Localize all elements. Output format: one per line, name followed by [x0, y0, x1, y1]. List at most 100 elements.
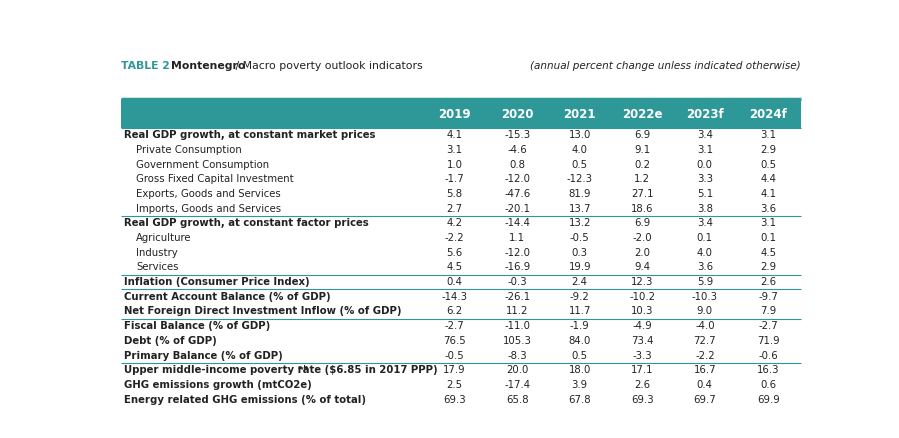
Text: 6.2: 6.2	[447, 307, 463, 317]
Text: 5.8: 5.8	[447, 189, 463, 199]
Text: -2.7: -2.7	[759, 321, 779, 331]
Text: -0.3: -0.3	[507, 277, 527, 287]
Text: 6.9: 6.9	[634, 219, 650, 229]
Text: 16.3: 16.3	[757, 365, 779, 375]
Text: 65.8: 65.8	[506, 395, 529, 405]
Text: 2020: 2020	[501, 108, 533, 121]
Text: -2.2: -2.2	[695, 350, 715, 360]
Text: 4.0: 4.0	[572, 145, 588, 155]
Text: 3.9: 3.9	[572, 380, 588, 390]
Text: 4.1: 4.1	[447, 131, 463, 141]
Text: 2022e: 2022e	[622, 108, 663, 121]
Text: -26.1: -26.1	[504, 292, 530, 302]
Text: a,b: a,b	[298, 365, 308, 370]
Text: 2.9: 2.9	[761, 145, 777, 155]
Text: 1.0: 1.0	[447, 160, 463, 170]
Text: -4.9: -4.9	[632, 321, 652, 331]
Text: 72.7: 72.7	[693, 336, 717, 346]
Text: -14.3: -14.3	[441, 292, 467, 302]
Text: 3.1: 3.1	[697, 145, 713, 155]
Text: Inflation (Consumer Price Index): Inflation (Consumer Price Index)	[123, 277, 309, 287]
Text: -1.7: -1.7	[445, 174, 465, 184]
Text: 5.6: 5.6	[447, 248, 463, 258]
Text: 0.4: 0.4	[697, 380, 713, 390]
Text: Private Consumption: Private Consumption	[136, 145, 242, 155]
Text: 12.3: 12.3	[631, 277, 654, 287]
Text: 2019: 2019	[439, 108, 471, 121]
Text: 4.4: 4.4	[761, 174, 777, 184]
Text: 2021: 2021	[564, 108, 596, 121]
Text: 2.9: 2.9	[761, 262, 777, 272]
Text: 13.7: 13.7	[568, 204, 591, 214]
Text: -4.6: -4.6	[507, 145, 527, 155]
Text: Gross Fixed Capital Investment: Gross Fixed Capital Investment	[136, 174, 294, 184]
Text: 9.1: 9.1	[634, 145, 650, 155]
Text: Debt (% of GDP): Debt (% of GDP)	[123, 336, 217, 346]
Text: 3.4: 3.4	[697, 131, 713, 141]
Text: 27.1: 27.1	[631, 189, 654, 199]
Text: 3.8: 3.8	[697, 204, 713, 214]
Text: -12.3: -12.3	[566, 174, 592, 184]
Text: 9.0: 9.0	[697, 307, 713, 317]
Text: 5.9: 5.9	[697, 277, 713, 287]
Text: 69.3: 69.3	[443, 395, 466, 405]
Text: 69.3: 69.3	[631, 395, 654, 405]
Text: 5.1: 5.1	[697, 189, 713, 199]
Text: -0.5: -0.5	[570, 233, 590, 243]
Text: 17.9: 17.9	[443, 365, 466, 375]
Text: 3.4: 3.4	[697, 219, 713, 229]
Text: 0.4: 0.4	[447, 277, 463, 287]
Text: 2.6: 2.6	[634, 380, 650, 390]
Text: 2024f: 2024f	[750, 108, 788, 121]
Text: -0.6: -0.6	[759, 350, 779, 360]
Text: 10.3: 10.3	[631, 307, 654, 317]
Text: 0.6: 0.6	[761, 380, 777, 390]
Text: 2.5: 2.5	[447, 380, 463, 390]
Text: -2.2: -2.2	[445, 233, 465, 243]
Text: Services: Services	[136, 262, 179, 272]
Text: 9.4: 9.4	[634, 262, 650, 272]
Text: 11.7: 11.7	[568, 307, 591, 317]
Text: 2.4: 2.4	[572, 277, 588, 287]
Text: 19.9: 19.9	[568, 262, 591, 272]
Text: / Macro poverty outlook indicators: / Macro poverty outlook indicators	[232, 61, 423, 71]
Text: 3.6: 3.6	[761, 204, 777, 214]
Text: 7.9: 7.9	[761, 307, 777, 317]
Text: Real GDP growth, at constant factor prices: Real GDP growth, at constant factor pric…	[123, 219, 369, 229]
Text: -2.7: -2.7	[445, 321, 465, 331]
Text: -2.0: -2.0	[633, 233, 652, 243]
Text: 0.3: 0.3	[572, 248, 588, 258]
Text: -1.9: -1.9	[570, 321, 590, 331]
Text: -12.0: -12.0	[504, 248, 530, 258]
Text: -12.0: -12.0	[504, 174, 530, 184]
Text: -8.3: -8.3	[507, 350, 527, 360]
Text: GHG emissions growth (mtCO2e): GHG emissions growth (mtCO2e)	[123, 380, 311, 390]
Text: 13.2: 13.2	[568, 219, 591, 229]
Text: -15.3: -15.3	[504, 131, 530, 141]
Text: -10.2: -10.2	[629, 292, 655, 302]
Text: 4.2: 4.2	[447, 219, 463, 229]
Text: Current Account Balance (% of GDP): Current Account Balance (% of GDP)	[123, 292, 330, 302]
Text: -3.3: -3.3	[633, 350, 652, 360]
Text: -16.9: -16.9	[504, 262, 530, 272]
Text: -9.2: -9.2	[570, 292, 590, 302]
Text: Agriculture: Agriculture	[136, 233, 191, 243]
Text: 0.5: 0.5	[572, 160, 588, 170]
Text: 0.1: 0.1	[697, 233, 713, 243]
Text: 69.9: 69.9	[757, 395, 779, 405]
Text: -10.3: -10.3	[692, 292, 718, 302]
Text: 18.0: 18.0	[568, 365, 591, 375]
Text: 3.1: 3.1	[447, 145, 463, 155]
Text: 0.0: 0.0	[697, 160, 713, 170]
Text: 2023f: 2023f	[686, 108, 724, 121]
Text: 1.1: 1.1	[509, 233, 525, 243]
Text: -11.0: -11.0	[504, 321, 530, 331]
Text: 67.8: 67.8	[568, 395, 591, 405]
Text: 3.1: 3.1	[761, 219, 777, 229]
Text: Exports, Goods and Services: Exports, Goods and Services	[136, 189, 280, 199]
Text: -4.0: -4.0	[695, 321, 715, 331]
Text: Upper middle-income poverty rate ($6.85 in 2017 PPP): Upper middle-income poverty rate ($6.85 …	[123, 365, 437, 375]
Text: 1.2: 1.2	[635, 174, 650, 184]
Text: Montenegro: Montenegro	[171, 61, 245, 71]
Text: 16.7: 16.7	[693, 365, 717, 375]
